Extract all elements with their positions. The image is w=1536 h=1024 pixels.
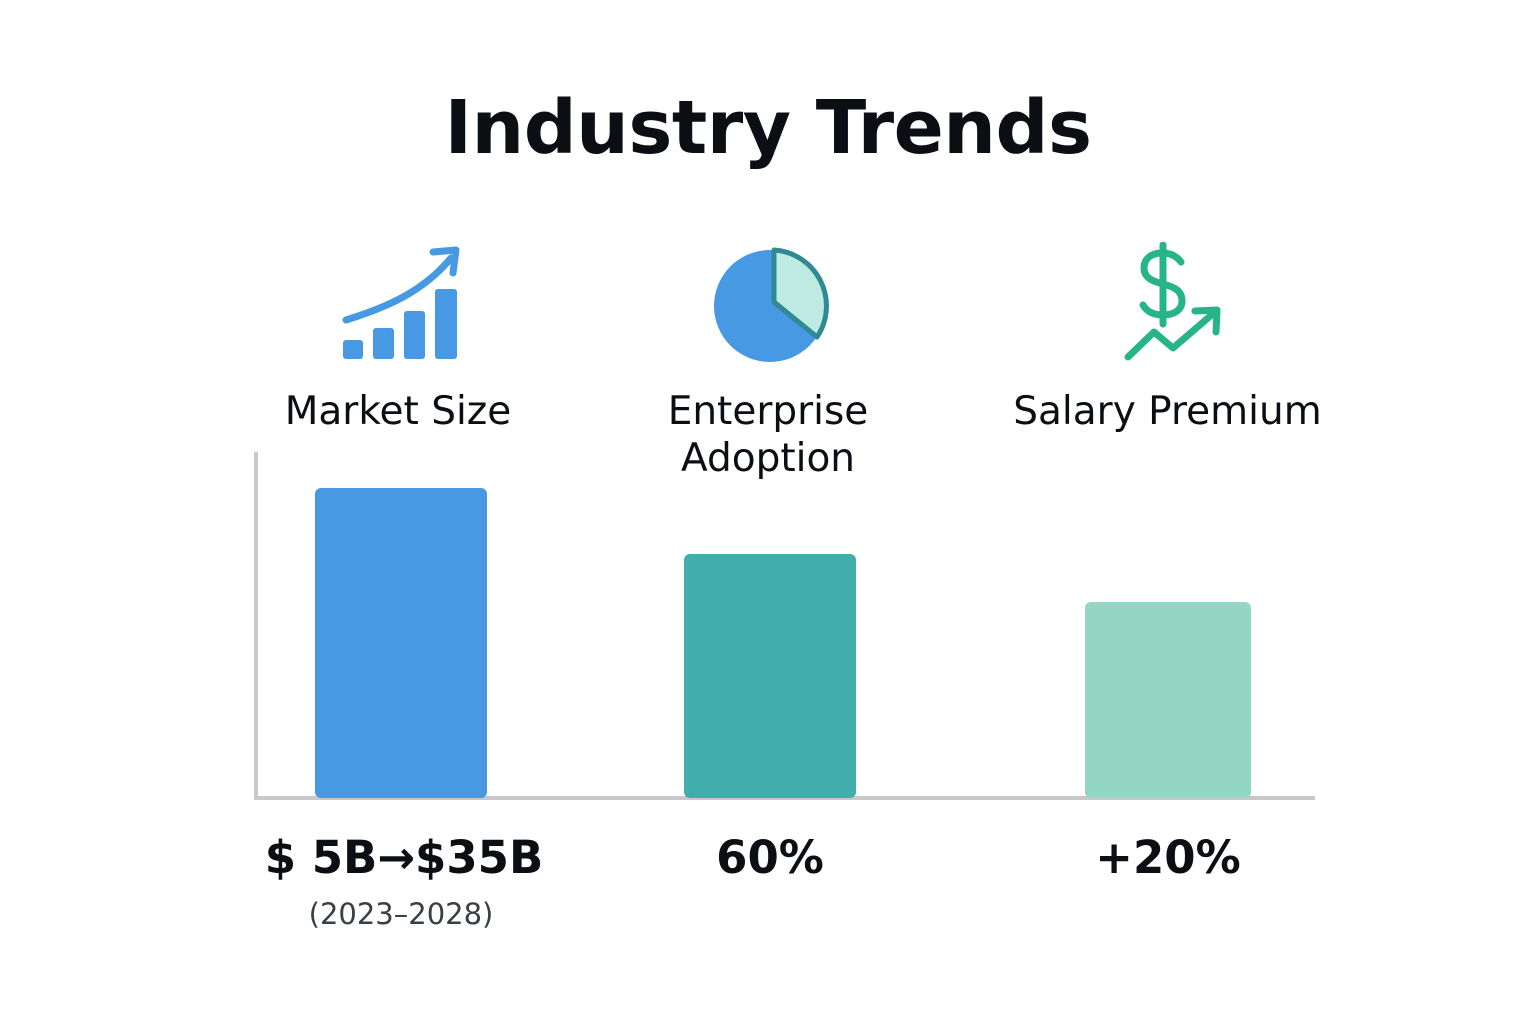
value-label-enterprise-adoption: 60% (716, 831, 824, 884)
category-label-market-size: Market Size (284, 389, 512, 434)
annotation-market-size-period: (2023–2028) (308, 897, 494, 931)
pie-chart-icon (714, 247, 829, 362)
value-label-salary-premium: +20% (1095, 831, 1241, 884)
bar-salary-premium (1085, 602, 1251, 798)
bar-enterprise-adoption (684, 554, 856, 798)
value-label-market-size: $ 5B→$35B (264, 831, 544, 884)
bar-market-size (315, 488, 487, 798)
category-label-salary-premium: Salary Premium (1013, 389, 1322, 434)
growth-chart-icon (342, 246, 460, 359)
dollar-trend-icon (1124, 242, 1221, 361)
chart-title: Industry Trends (444, 85, 1092, 171)
category-label-enterprise-adoption: Enterprise Adoption (667, 389, 869, 481)
